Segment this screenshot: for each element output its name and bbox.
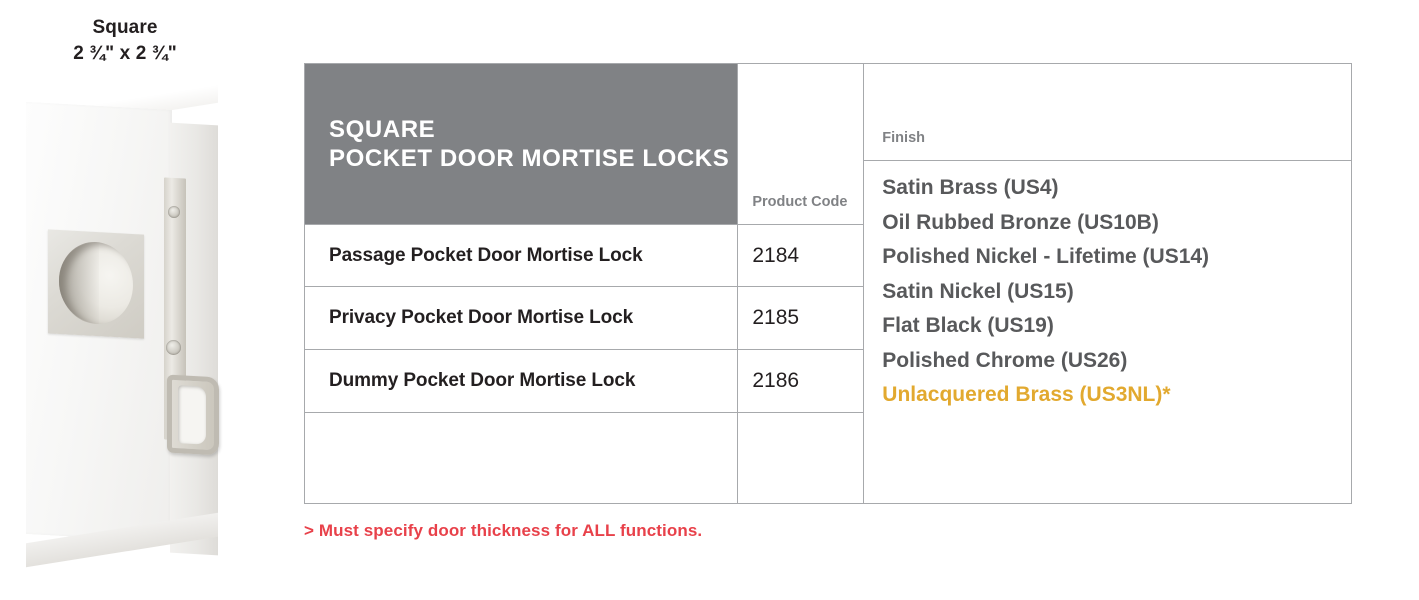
table-row: Privacy Pocket Door Mortise Lock 2185 (304, 286, 1352, 350)
table-title-cell: SQUARE POCKET DOOR MORTISE LOCKS (304, 63, 739, 225)
product-spec-table: SQUARE POCKET DOOR MORTISE LOCKS Product… (304, 63, 1352, 504)
product-caption-line2: 2 ¾" x 2 ¾" (73, 43, 177, 65)
footnote-note: > Must specify door thickness for ALL fu… (304, 521, 703, 540)
product-name-cell: Dummy Pocket Door Mortise Lock (304, 349, 739, 413)
column-header-finish-cell: Finish Satin Brass (US4) Oil Rubbed Bron… (863, 63, 1352, 413)
product-name-cell: Privacy Pocket Door Mortise Lock (304, 286, 739, 350)
column-header-product-code: Product Code (737, 63, 865, 225)
table-filler-row (304, 412, 1352, 504)
product-code-cell: 2186 (737, 349, 865, 413)
table-row: Dummy Pocket Door Mortise Lock 2186 (304, 349, 1352, 413)
edge-pull-inner-recess (178, 385, 206, 445)
product-name-cell: Passage Pocket Door Mortise Lock (304, 223, 739, 287)
table-row: Passage Pocket Door Mortise Lock 2184 (304, 223, 1352, 287)
edge-plate-screw-top-icon (168, 206, 180, 218)
finish-item-0: Satin Brass (US4) (882, 176, 1059, 199)
filler-code-cell (737, 412, 865, 504)
finish-item-5: Polished Chrome (US26) (882, 348, 1128, 372)
table-title-line1: SQUARE (329, 115, 436, 143)
edge-plate-screw-bottom-icon (166, 340, 181, 355)
product-caption: Square 2 ¾" x 2 ¾" (0, 16, 250, 67)
finish-item-6: Unlacquered Brass (US3NL)* (882, 383, 1171, 406)
column-header-finish: Finish (882, 130, 925, 146)
finish-item-4: Flat Black (US19) (882, 314, 1054, 337)
finish-item-2: Polished Nickel - Lifetime (US14) (882, 245, 1210, 268)
square-flush-pull-plate (48, 229, 144, 339)
table-title-line2: POCKET DOOR MORTISE LOCKS (329, 144, 730, 172)
product-code-cell: 2185 (737, 286, 865, 350)
finish-item-3: Satin Nickel (US15) (882, 279, 1074, 303)
pocket-door-lock-illustration (12, 84, 237, 568)
edge-pull-handle (167, 374, 219, 456)
flush-pull-shadow (59, 239, 99, 325)
finish-item-1: Oil Rubbed Bronze (US10B) (882, 210, 1159, 234)
product-image-panel: Square 2 ¾" x 2 ¾" (0, 0, 290, 600)
finish-options-list: Satin Brass (US4) Oil Rubbed Bronze (US1… (882, 171, 1351, 413)
filler-name-cell (304, 412, 739, 504)
product-code-cell: 2184 (737, 223, 865, 287)
product-caption-line1: Square (92, 17, 158, 38)
table-header-row: SQUARE POCKET DOOR MORTISE LOCKS Product… (304, 63, 1352, 413)
